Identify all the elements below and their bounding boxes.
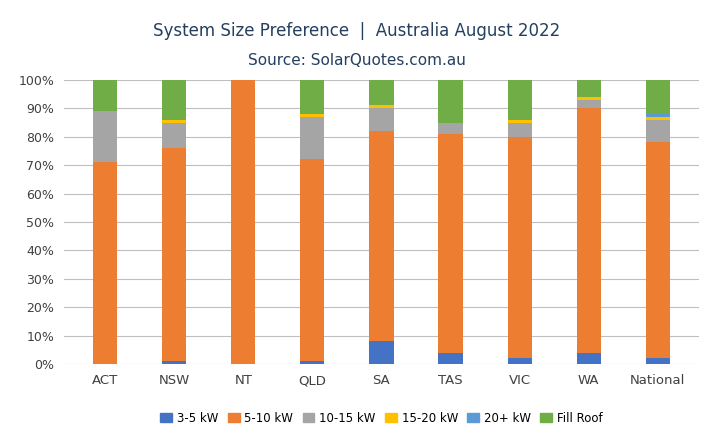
- Bar: [508, 358, 532, 364]
- Bar: [577, 353, 601, 364]
- Bar: [508, 80, 532, 120]
- Bar: [162, 148, 186, 361]
- Bar: [369, 341, 394, 364]
- Bar: [508, 123, 532, 137]
- Bar: [162, 123, 186, 148]
- Text: Source: SolarQuotes.com.au: Source: SolarQuotes.com.au: [247, 53, 466, 68]
- Legend: 3-5 kW, 5-10 kW, 10-15 kW, 15-20 kW, 20+ kW, Fill Roof: 3-5 kW, 5-10 kW, 10-15 kW, 15-20 kW, 20+…: [155, 407, 607, 429]
- Bar: [646, 358, 670, 364]
- Bar: [438, 123, 463, 134]
- Bar: [93, 80, 117, 111]
- Bar: [300, 80, 324, 114]
- Bar: [508, 137, 532, 358]
- Bar: [231, 80, 255, 364]
- Bar: [300, 159, 324, 361]
- Text: System Size Preference  |  Australia August 2022: System Size Preference | Australia Augus…: [153, 22, 560, 40]
- Bar: [577, 80, 601, 97]
- Bar: [162, 80, 186, 120]
- Bar: [300, 117, 324, 159]
- Bar: [577, 97, 601, 100]
- Bar: [646, 120, 670, 143]
- Bar: [369, 106, 394, 108]
- Bar: [300, 114, 324, 117]
- Bar: [369, 131, 394, 341]
- Bar: [646, 117, 670, 120]
- Bar: [646, 80, 670, 114]
- Bar: [438, 134, 463, 353]
- Bar: [369, 108, 394, 131]
- Bar: [162, 120, 186, 123]
- Bar: [508, 120, 532, 123]
- Bar: [162, 361, 186, 364]
- Bar: [438, 353, 463, 364]
- Bar: [646, 114, 670, 117]
- Bar: [93, 163, 117, 364]
- Bar: [646, 143, 670, 358]
- Bar: [369, 80, 394, 106]
- Bar: [300, 361, 324, 364]
- Bar: [577, 100, 601, 108]
- Bar: [438, 80, 463, 123]
- Bar: [577, 108, 601, 353]
- Bar: [93, 111, 117, 163]
